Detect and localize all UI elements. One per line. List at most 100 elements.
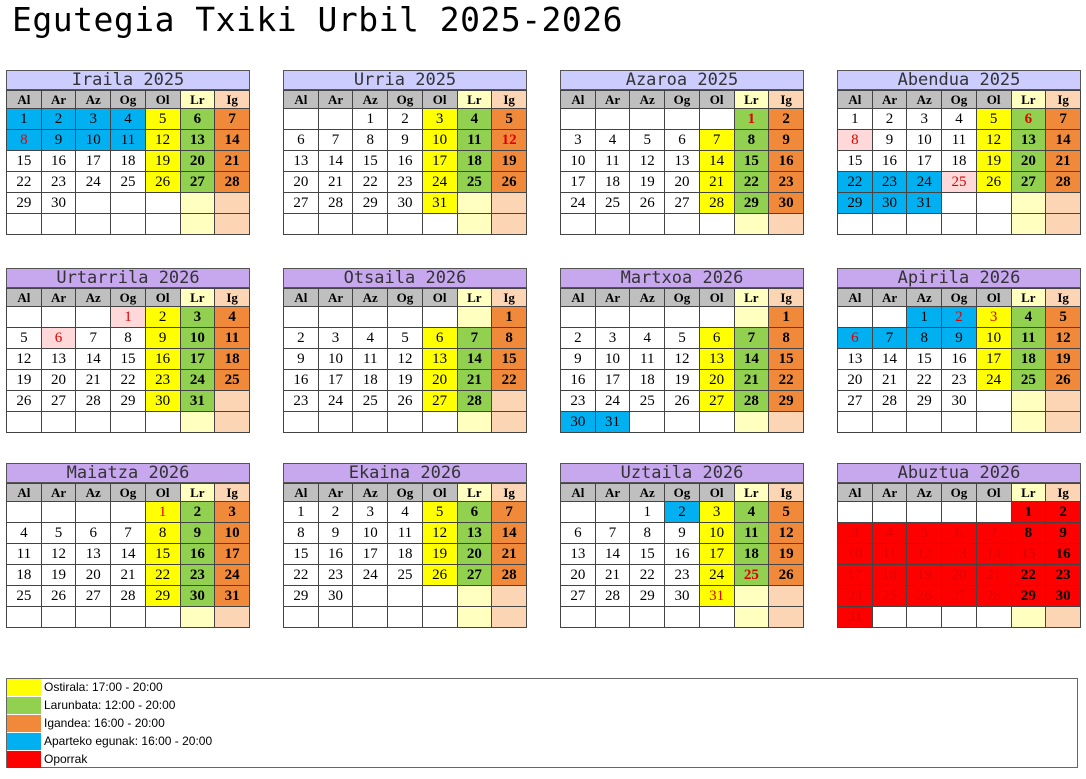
day-cell[interactable]: 19 bbox=[629, 171, 666, 193]
day-cell[interactable]: 22 bbox=[491, 369, 527, 391]
day-cell[interactable]: 4 bbox=[871, 522, 908, 544]
day-cell[interactable]: 16 bbox=[871, 150, 908, 172]
day-cell[interactable]: 8 bbox=[352, 129, 389, 151]
day-cell[interactable]: 20 bbox=[1010, 150, 1047, 172]
day-cell[interactable]: 1 bbox=[491, 306, 527, 328]
day-cell[interactable]: 27 bbox=[560, 585, 596, 607]
day-cell[interactable]: 22 bbox=[110, 369, 146, 391]
day-cell[interactable]: 8 bbox=[110, 327, 146, 349]
day-cell[interactable]: 9 bbox=[144, 327, 181, 349]
day-cell[interactable]: 30 bbox=[768, 192, 804, 214]
day-cell[interactable]: 13 bbox=[1010, 129, 1047, 151]
day-cell[interactable]: 30 bbox=[941, 390, 977, 412]
day-cell[interactable]: 23 bbox=[387, 171, 423, 193]
day-cell[interactable]: 20 bbox=[456, 543, 493, 565]
day-cell[interactable]: 26 bbox=[975, 171, 1012, 193]
day-cell[interactable]: 8 bbox=[733, 129, 770, 151]
day-cell[interactable]: 7 bbox=[75, 327, 112, 349]
day-cell[interactable]: 14 bbox=[110, 543, 146, 565]
day-cell[interactable]: 15 bbox=[629, 543, 666, 565]
day-cell[interactable]: 9 bbox=[560, 348, 596, 370]
day-cell[interactable]: 3 bbox=[317, 327, 354, 349]
day-cell[interactable]: 13 bbox=[560, 543, 596, 565]
day-cell[interactable]: 28 bbox=[733, 390, 770, 412]
day-cell[interactable]: 15 bbox=[768, 348, 804, 370]
day-cell[interactable]: 28 bbox=[698, 192, 735, 214]
day-cell[interactable]: 12 bbox=[491, 129, 527, 151]
day-cell[interactable]: 5 bbox=[6, 327, 42, 349]
day-cell[interactable]: 5 bbox=[40, 522, 77, 544]
day-cell[interactable]: 30 bbox=[871, 192, 908, 214]
day-cell[interactable]: 18 bbox=[6, 564, 42, 586]
day-cell[interactable]: 19 bbox=[421, 543, 458, 565]
day-cell[interactable]: 2 bbox=[40, 108, 77, 130]
day-cell[interactable]: 15 bbox=[1010, 543, 1047, 565]
day-cell[interactable]: 21 bbox=[698, 171, 735, 193]
day-cell[interactable]: 14 bbox=[698, 150, 735, 172]
day-cell[interactable]: 26 bbox=[144, 171, 181, 193]
day-cell[interactable]: 3 bbox=[975, 306, 1012, 328]
day-cell[interactable]: 27 bbox=[664, 192, 700, 214]
day-cell[interactable]: 21 bbox=[1045, 150, 1081, 172]
day-cell[interactable]: 25 bbox=[941, 171, 977, 193]
day-cell[interactable]: 21 bbox=[75, 369, 112, 391]
day-cell[interactable]: 19 bbox=[387, 369, 423, 391]
day-cell[interactable]: 22 bbox=[144, 564, 181, 586]
day-cell[interactable]: 27 bbox=[837, 390, 873, 412]
day-cell[interactable]: 14 bbox=[733, 348, 770, 370]
day-cell[interactable]: 20 bbox=[560, 564, 596, 586]
day-cell[interactable]: 26 bbox=[629, 192, 666, 214]
day-cell[interactable]: 6 bbox=[421, 327, 458, 349]
day-cell[interactable]: 20 bbox=[421, 369, 458, 391]
day-cell[interactable]: 9 bbox=[1045, 522, 1081, 544]
day-cell[interactable]: 22 bbox=[906, 369, 943, 391]
day-cell[interactable]: 8 bbox=[906, 327, 943, 349]
day-cell[interactable]: 23 bbox=[283, 390, 319, 412]
day-cell[interactable]: 15 bbox=[733, 150, 770, 172]
day-cell[interactable]: 18 bbox=[352, 369, 389, 391]
day-cell[interactable]: 5 bbox=[144, 108, 181, 130]
day-cell[interactable]: 11 bbox=[733, 522, 770, 544]
day-cell[interactable]: 21 bbox=[975, 564, 1012, 586]
day-cell[interactable]: 24 bbox=[698, 564, 735, 586]
day-cell[interactable]: 27 bbox=[941, 585, 977, 607]
day-cell[interactable]: 11 bbox=[6, 543, 42, 565]
day-cell[interactable]: 29 bbox=[768, 390, 804, 412]
day-cell[interactable]: 17 bbox=[317, 369, 354, 391]
day-cell[interactable]: 9 bbox=[871, 129, 908, 151]
day-cell[interactable]: 8 bbox=[6, 129, 42, 151]
day-cell[interactable]: 5 bbox=[906, 522, 943, 544]
day-cell[interactable]: 17 bbox=[179, 348, 216, 370]
day-cell[interactable]: 25 bbox=[871, 585, 908, 607]
day-cell[interactable]: 16 bbox=[768, 150, 804, 172]
day-cell[interactable]: 6 bbox=[1010, 108, 1047, 130]
day-cell[interactable]: 4 bbox=[941, 108, 977, 130]
day-cell[interactable]: 26 bbox=[1045, 369, 1081, 391]
day-cell[interactable]: 31 bbox=[594, 411, 631, 433]
day-cell[interactable]: 19 bbox=[40, 564, 77, 586]
day-cell[interactable]: 7 bbox=[871, 327, 908, 349]
day-cell[interactable]: 11 bbox=[110, 129, 146, 151]
day-cell[interactable]: 5 bbox=[491, 108, 527, 130]
day-cell[interactable]: 6 bbox=[941, 522, 977, 544]
day-cell[interactable]: 14 bbox=[491, 522, 527, 544]
day-cell[interactable]: 1 bbox=[352, 108, 389, 130]
day-cell[interactable]: 17 bbox=[421, 150, 458, 172]
day-cell[interactable]: 15 bbox=[837, 150, 873, 172]
day-cell[interactable]: 31 bbox=[179, 390, 216, 412]
day-cell[interactable]: 2 bbox=[144, 306, 181, 328]
day-cell[interactable]: 16 bbox=[40, 150, 77, 172]
day-cell[interactable]: 12 bbox=[906, 543, 943, 565]
day-cell[interactable]: 18 bbox=[110, 150, 146, 172]
day-cell[interactable]: 1 bbox=[733, 108, 770, 130]
day-cell[interactable]: 4 bbox=[387, 501, 423, 523]
day-cell[interactable]: 20 bbox=[837, 369, 873, 391]
day-cell[interactable]: 16 bbox=[941, 348, 977, 370]
day-cell[interactable]: 5 bbox=[768, 501, 804, 523]
day-cell[interactable]: 30 bbox=[144, 390, 181, 412]
day-cell[interactable]: 15 bbox=[110, 348, 146, 370]
day-cell[interactable]: 2 bbox=[664, 501, 700, 523]
day-cell[interactable]: 16 bbox=[664, 543, 700, 565]
day-cell[interactable]: 23 bbox=[144, 369, 181, 391]
day-cell[interactable]: 5 bbox=[421, 501, 458, 523]
